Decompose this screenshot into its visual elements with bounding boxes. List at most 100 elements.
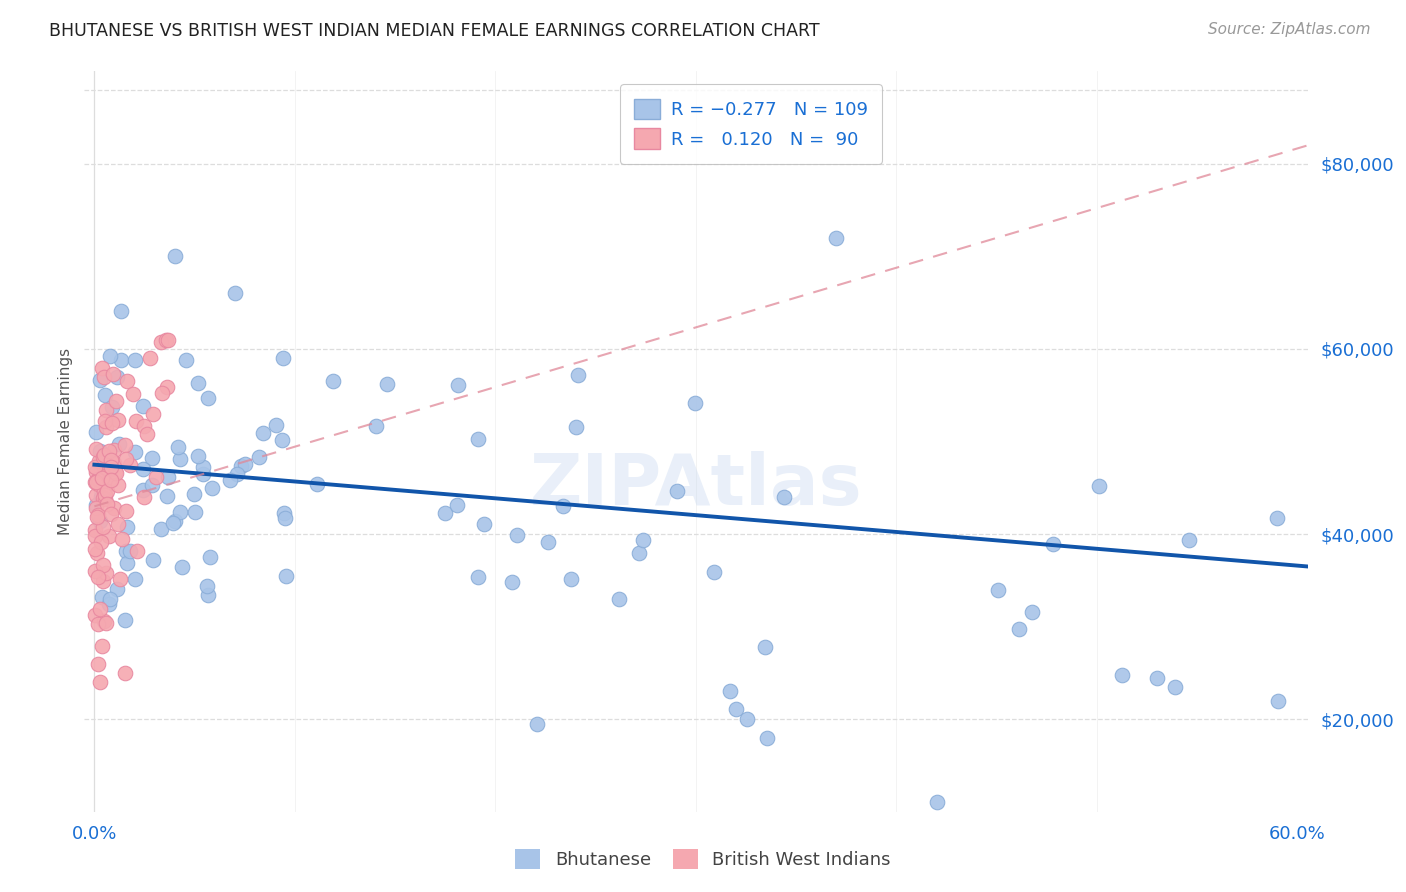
Point (447, 377, 470, 392)
Point (145, 469, 167, 483)
Point (124, 353, 146, 368)
Point (89, 602, 111, 616)
Point (94, 488, 117, 502)
Point (93, 414, 115, 428)
Point (135, 427, 157, 442)
Point (170, 559, 193, 574)
Point (718, 683, 741, 698)
Point (96, 402, 118, 417)
Legend: R = −0.277   N = 109, R =   0.120   N =  90: R = −0.277 N = 109, R = 0.120 N = 90 (620, 84, 882, 164)
Point (84, 542, 107, 557)
Point (90, 535, 112, 549)
Point (110, 303, 132, 318)
Point (150, 522, 173, 536)
Point (100, 508, 122, 522)
Point (114, 438, 136, 452)
Point (94, 566, 117, 581)
Point (169, 452, 191, 467)
Point (162, 516, 184, 530)
Point (100, 472, 122, 486)
Point (124, 572, 146, 586)
Point (96, 419, 118, 434)
Point (90, 491, 112, 505)
Point (472, 517, 495, 532)
Point (1178, 533, 1201, 548)
Point (100, 452, 122, 467)
Point (501, 575, 523, 590)
Point (100, 460, 122, 475)
Point (111, 533, 134, 547)
Point (271, 433, 294, 447)
Point (187, 449, 209, 463)
Point (103, 368, 125, 382)
Point (103, 501, 125, 516)
Point (94, 491, 117, 506)
Point (1087, 479, 1109, 493)
Point (627, 546, 650, 560)
Point (118, 544, 141, 558)
Point (131, 462, 153, 476)
Point (124, 414, 146, 428)
Point (114, 665, 136, 680)
Point (97, 597, 120, 611)
Point (107, 413, 129, 427)
Point (156, 380, 179, 394)
Point (703, 565, 725, 579)
Point (86, 475, 108, 490)
Point (84, 529, 107, 543)
Point (191, 460, 214, 475)
Point (100, 474, 122, 488)
Point (567, 368, 589, 382)
Point (193, 467, 215, 481)
Point (1111, 668, 1133, 682)
Point (115, 556, 138, 570)
Point (107, 516, 129, 531)
Point (187, 376, 209, 391)
Point (89, 454, 111, 468)
Point (89, 373, 111, 387)
Point (665, 483, 688, 498)
Point (1265, 511, 1288, 525)
Point (104, 466, 127, 480)
Text: ZIPAtlas: ZIPAtlas (530, 451, 862, 520)
Point (551, 499, 574, 513)
Point (87, 472, 110, 486)
Point (156, 333, 179, 347)
Point (86, 425, 108, 439)
Point (141, 478, 163, 492)
Point (84, 564, 107, 578)
Point (201, 481, 224, 495)
Point (103, 456, 125, 470)
Point (91, 574, 114, 589)
Point (104, 465, 127, 479)
Point (467, 432, 489, 446)
Point (925, 796, 948, 810)
Point (226, 467, 249, 481)
Point (1008, 622, 1031, 636)
Point (132, 400, 155, 414)
Point (141, 450, 163, 465)
Point (1021, 605, 1043, 619)
Point (84, 460, 107, 475)
Point (94, 615, 117, 630)
Point (122, 387, 145, 401)
Point (271, 351, 294, 366)
Point (633, 533, 655, 547)
Point (276, 568, 298, 582)
Point (307, 476, 329, 491)
Point (93, 483, 115, 498)
Point (101, 416, 124, 430)
Point (1042, 537, 1064, 551)
Point (84, 524, 107, 538)
Point (773, 490, 796, 504)
Point (609, 592, 631, 607)
Point (93, 485, 115, 500)
Point (91, 520, 114, 534)
Point (273, 506, 295, 520)
Point (86, 508, 108, 522)
Point (197, 588, 219, 602)
Point (89, 675, 111, 690)
Point (114, 504, 136, 518)
Point (93, 459, 115, 474)
Point (264, 417, 287, 432)
